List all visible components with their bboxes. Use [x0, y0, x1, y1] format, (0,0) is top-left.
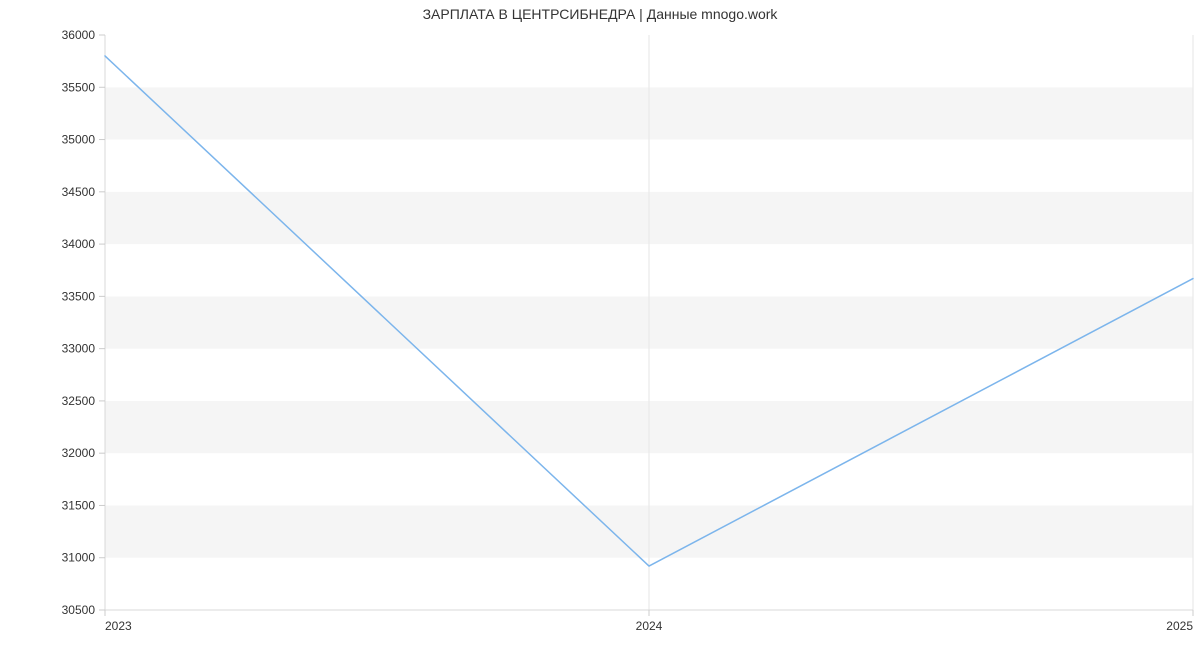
salary-chart: ЗАРПЛАТА В ЦЕНТРСИБНЕДРА | Данные mnogo.… [0, 0, 1200, 650]
y-tick-label: 31500 [62, 498, 96, 512]
y-tick-label: 34000 [62, 237, 96, 251]
y-tick-label: 35500 [62, 80, 96, 94]
x-tick-label: 2025 [1166, 619, 1193, 633]
y-tick-label: 32000 [62, 446, 96, 460]
y-tick-label: 33500 [62, 289, 96, 303]
x-tick-label: 2023 [105, 619, 132, 633]
y-tick-label: 32500 [62, 394, 96, 408]
y-tick-label: 35000 [62, 133, 96, 147]
chart-svg: 30500 31000 31500 32000 32500 33000 33500 34000… [0, 0, 1200, 650]
y-tick-label: 31000 [62, 551, 96, 565]
chart-title: ЗАРПЛАТА В ЦЕНТРСИБНЕДРА | Данные mnogo.… [0, 6, 1200, 22]
x-tick-label: 2024 [636, 619, 663, 633]
y-tick-label: 36000 [62, 28, 96, 42]
y-tick-label: 33000 [62, 342, 96, 356]
y-tick-label: 34500 [62, 185, 96, 199]
y-tick-label: 30500 [62, 603, 96, 617]
